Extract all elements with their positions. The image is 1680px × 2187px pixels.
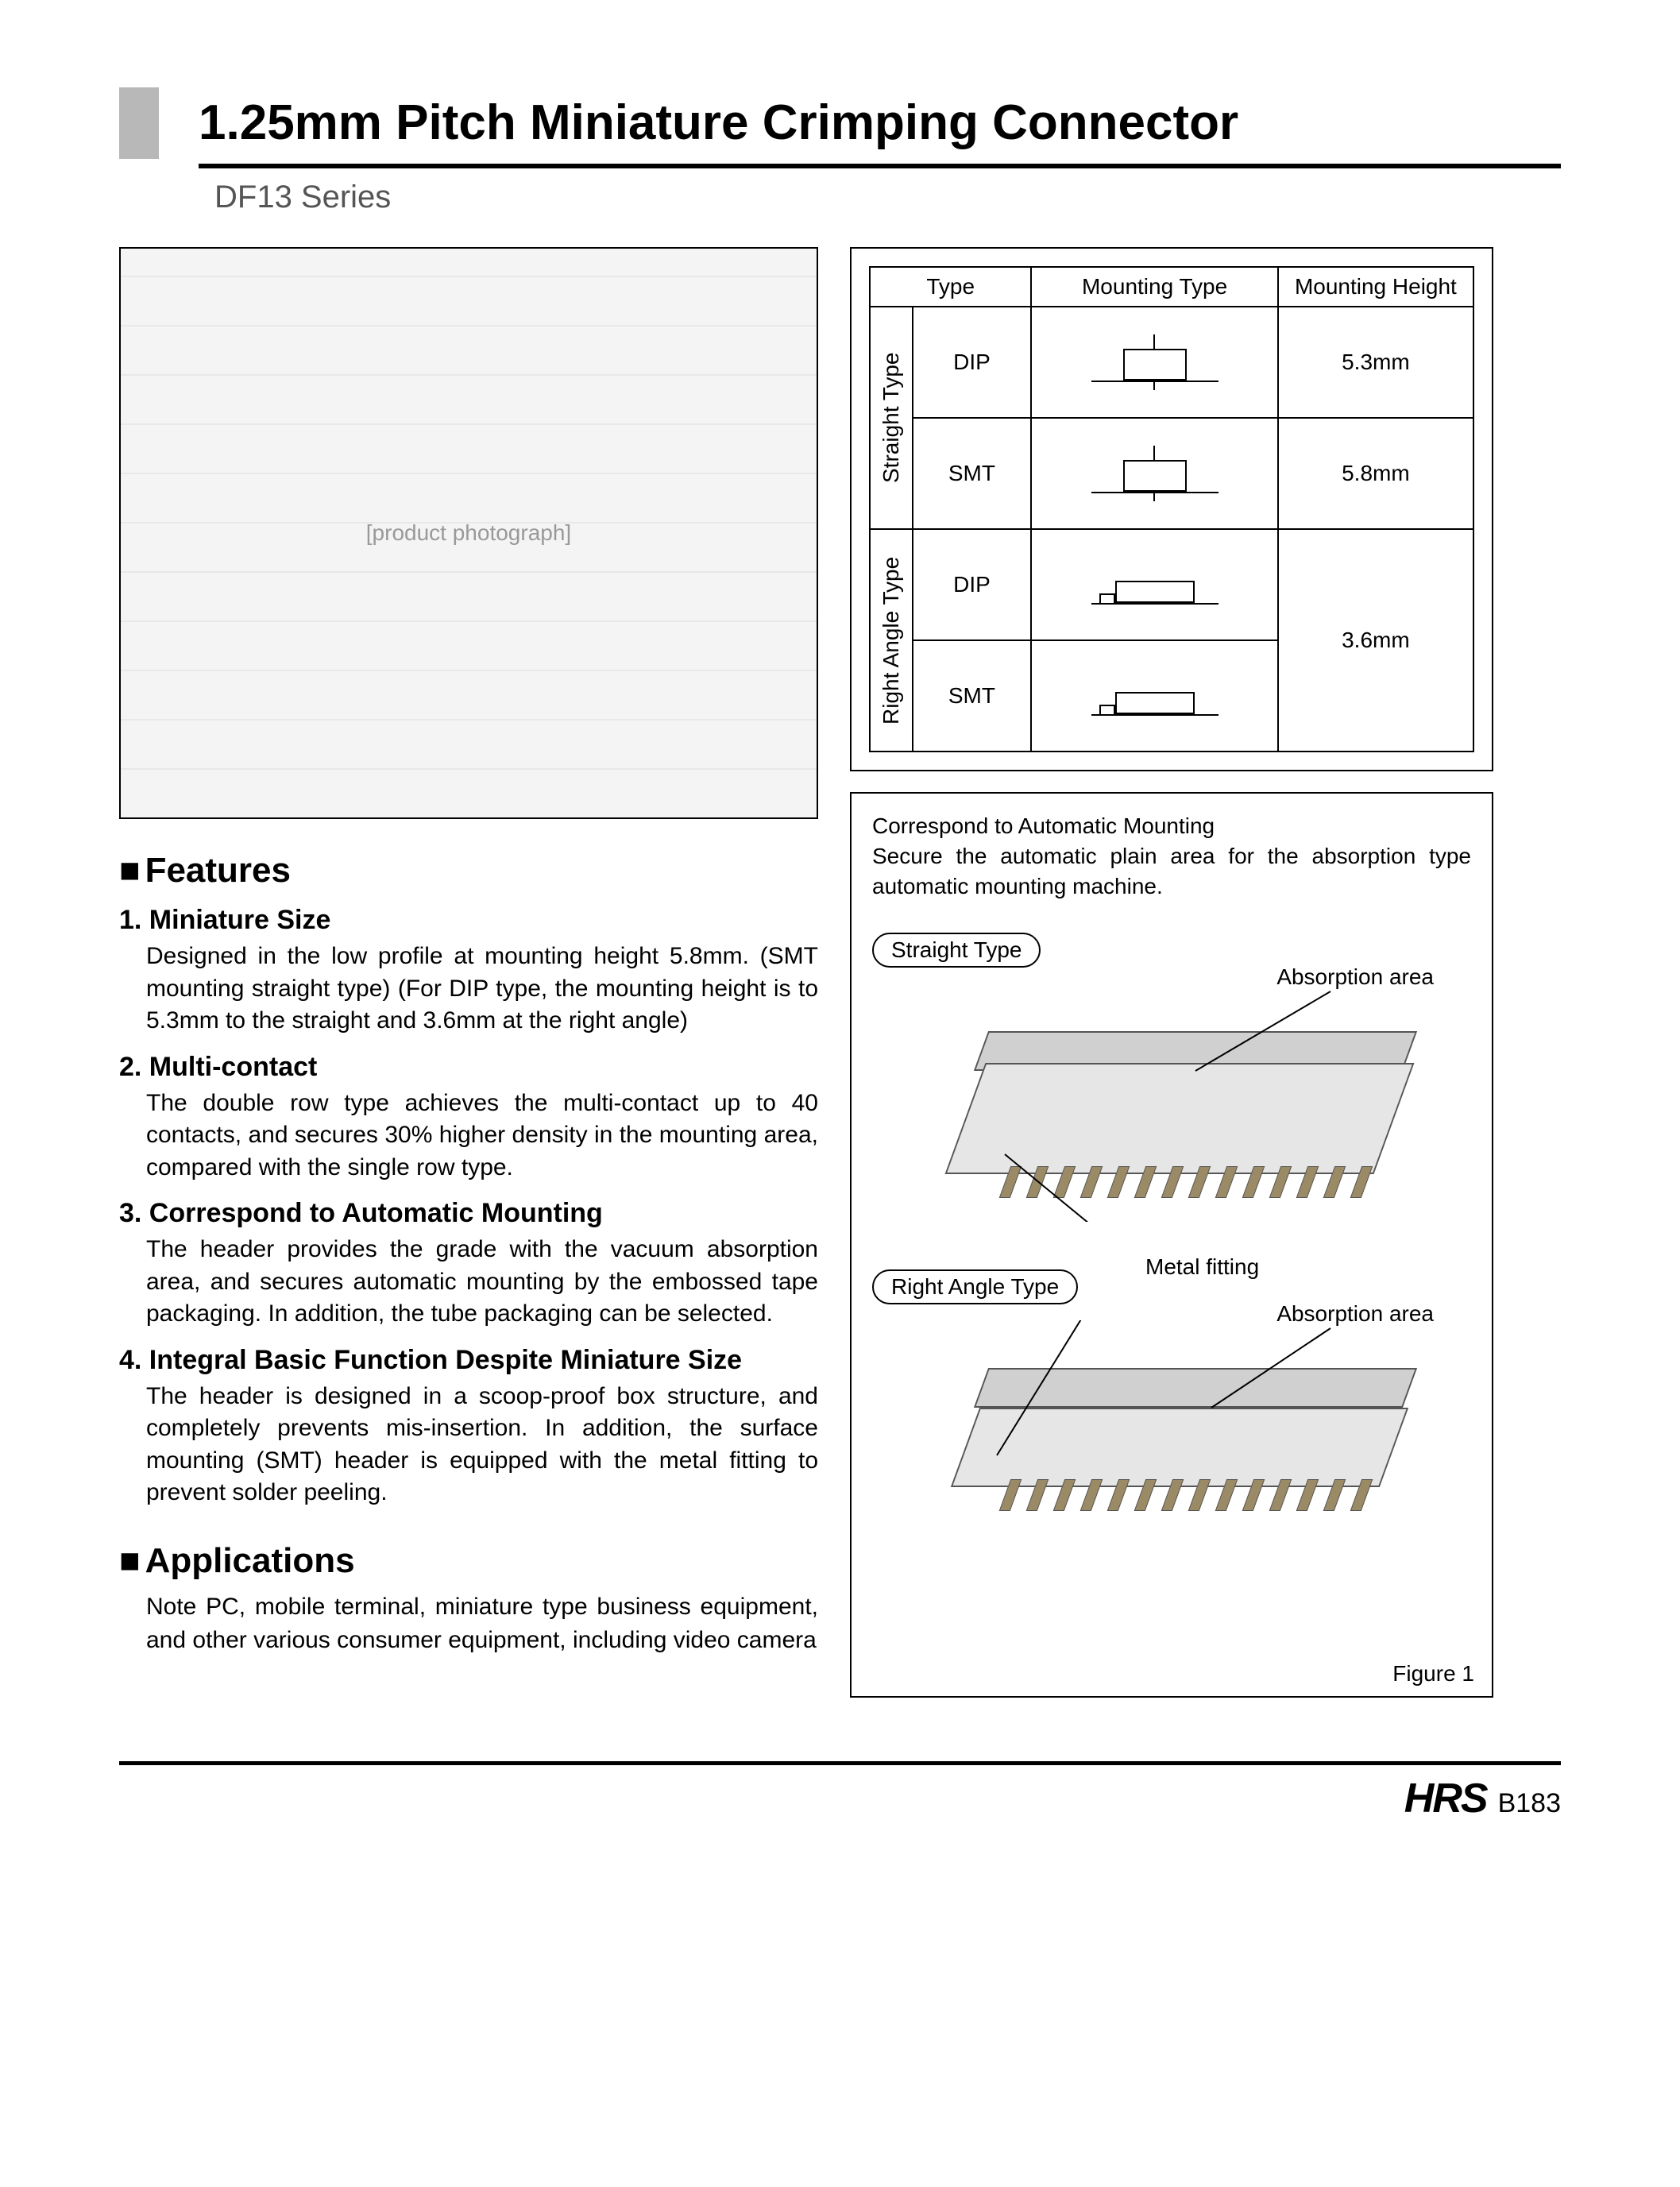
connector-illustration-straight: Absorption area bbox=[917, 983, 1426, 1222]
features-heading: Features bbox=[119, 851, 818, 891]
auto-intro-line1: Correspond to Automatic Mounting bbox=[872, 811, 1471, 841]
figure-label: Figure 1 bbox=[1392, 1661, 1474, 1687]
feature-3-heading: 3. Correspond to Automatic Mounting bbox=[119, 1198, 818, 1229]
brand-logo: HRS bbox=[1404, 1775, 1487, 1822]
group-straight-label: Straight Type bbox=[870, 307, 913, 529]
cell-type: DIP bbox=[913, 529, 1032, 640]
applications-heading: Applications bbox=[119, 1541, 818, 1581]
group-right-angle-label: Right Angle Type bbox=[870, 529, 913, 752]
absorption-area-label: Absorption area bbox=[1276, 964, 1434, 990]
feature-4-text: The header is designed in a scoop-proof … bbox=[146, 1381, 818, 1509]
cell-drawing bbox=[1031, 640, 1277, 752]
auto-intro-line2: Secure the automatic plain area for the … bbox=[872, 841, 1471, 902]
cell-drawing bbox=[1031, 418, 1277, 529]
cell-drawing bbox=[1031, 529, 1277, 640]
connector-illustration-right-angle: Absorption area bbox=[917, 1320, 1426, 1559]
table-row: SMT 5.8mm bbox=[870, 418, 1473, 529]
feature-4-heading: 4. Integral Basic Function Despite Minia… bbox=[119, 1345, 818, 1376]
cell-height: 5.3mm bbox=[1278, 307, 1473, 418]
feature-1-heading: 1. Miniature Size bbox=[119, 905, 818, 936]
series-label: DF13 Series bbox=[214, 180, 1561, 215]
feature-1-text: Designed in the low profile at mounting … bbox=[146, 941, 818, 1037]
th-height: Mounting Height bbox=[1278, 267, 1473, 307]
feature-2-text: The double row type achieves the multi-c… bbox=[146, 1088, 818, 1184]
page-number: B183 bbox=[1498, 1788, 1561, 1819]
table-row: Straight Type DIP 5.3mm bbox=[870, 307, 1473, 418]
photo-placeholder-text: [product photograph] bbox=[366, 520, 571, 546]
spec-table-box: Type Mounting Type Mounting Height Strai… bbox=[850, 247, 1493, 771]
straight-type-pill: Straight Type bbox=[872, 933, 1041, 968]
right-angle-type-pill: Right Angle Type bbox=[872, 1269, 1078, 1304]
automatic-mounting-box: Correspond to Automatic Mounting Secure … bbox=[850, 792, 1493, 1698]
feature-3-text: The header provides the grade with the v… bbox=[146, 1234, 818, 1331]
cell-height: 5.8mm bbox=[1278, 418, 1473, 529]
page-title: 1.25mm Pitch Miniature Crimping Connecto… bbox=[199, 95, 1238, 151]
cell-type: SMT bbox=[913, 418, 1032, 529]
title-underline bbox=[199, 164, 1561, 168]
absorption-area-label-2: Absorption area bbox=[1276, 1301, 1434, 1327]
cell-type: DIP bbox=[913, 307, 1032, 418]
footer-rule bbox=[119, 1761, 1561, 1765]
spec-table: Type Mounting Type Mounting Height Strai… bbox=[869, 266, 1474, 752]
cell-height-merged: 3.6mm bbox=[1278, 529, 1473, 752]
product-photo: [product photograph] bbox=[119, 247, 818, 819]
cell-type: SMT bbox=[913, 640, 1032, 752]
cell-drawing bbox=[1031, 307, 1277, 418]
th-mount: Mounting Type bbox=[1031, 267, 1277, 307]
applications-text: Note PC, mobile terminal, miniature type… bbox=[146, 1590, 818, 1657]
title-accent-bar bbox=[119, 87, 159, 159]
metal-fitting-label: Metal fitting bbox=[1145, 1254, 1259, 1280]
th-type: Type bbox=[870, 267, 1031, 307]
table-row: Type Mounting Type Mounting Height bbox=[870, 267, 1473, 307]
feature-2-heading: 2. Multi-contact bbox=[119, 1052, 818, 1083]
table-row: Right Angle Type DIP 3.6mm bbox=[870, 529, 1473, 640]
